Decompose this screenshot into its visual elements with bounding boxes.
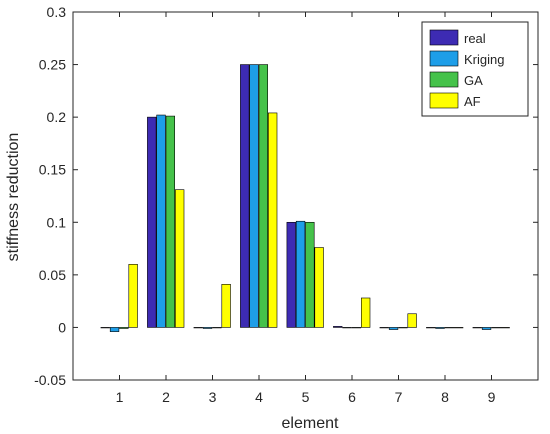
y-tick-label: 0 — [58, 319, 66, 335]
x-tick-label: 9 — [488, 389, 496, 405]
bar-kriging-7 — [388, 327, 399, 330]
bar-ga-9 — [491, 327, 501, 329]
y-tick-label: 0.05 — [39, 267, 66, 283]
bar-real-8 — [426, 327, 436, 329]
legend-label-real: real — [464, 31, 486, 46]
bar-af-1 — [128, 264, 138, 328]
x-tick-label: 7 — [395, 389, 403, 405]
bar-real-1 — [100, 327, 110, 329]
bar-af-9 — [500, 327, 510, 329]
bar-kriging-5 — [295, 220, 306, 328]
legend-swatch-kriging — [429, 50, 459, 67]
bar-ga-5 — [305, 221, 315, 328]
x-tick-label: 6 — [348, 389, 356, 405]
y-tick-label: 0.1 — [47, 214, 67, 230]
bar-real-5 — [286, 221, 296, 328]
x-tick-label: 1 — [116, 389, 124, 405]
bar-real-2 — [147, 116, 157, 328]
bar-kriging-3 — [202, 327, 213, 329]
legend-swatch-ga — [429, 71, 459, 88]
bar-kriging-6 — [342, 327, 352, 329]
legend-label-kriging: Kriging — [464, 52, 504, 67]
bar-real-7 — [379, 327, 389, 329]
bar-ga-2 — [165, 115, 175, 328]
bar-ga-1 — [119, 327, 129, 329]
y-axis-label: stiffness reduction — [5, 133, 22, 262]
bar-af-8 — [453, 327, 464, 329]
x-tick-label: 4 — [255, 389, 263, 405]
bar-af-5 — [314, 247, 324, 328]
bar-af-2 — [175, 189, 185, 328]
bar-af-3 — [221, 284, 231, 328]
bar-af-4 — [267, 112, 278, 328]
x-axis-label: element — [282, 415, 339, 432]
y-tick-label: -0.05 — [34, 372, 66, 388]
y-tick-label: 0.15 — [39, 162, 66, 178]
bar-real-6 — [333, 326, 343, 328]
bar-kriging-1 — [109, 327, 120, 332]
bar-ga-7 — [398, 327, 408, 329]
x-tick-label: 3 — [209, 389, 217, 405]
bar-ga-3 — [212, 327, 222, 329]
bar-ga-8 — [444, 327, 454, 329]
bar-real-9 — [472, 327, 482, 329]
bar-real-4 — [240, 64, 250, 328]
legend-label-ga: GA — [464, 73, 483, 88]
legend-swatch-af — [429, 92, 459, 109]
legend: real Kriging GA AF — [421, 21, 529, 117]
legend-label-af: AF — [464, 94, 481, 109]
bar-kriging-2 — [156, 114, 166, 328]
bar-kriging-9 — [481, 327, 492, 330]
bar-real-3 — [193, 327, 203, 329]
y-tick-label: 0.3 — [47, 4, 67, 20]
x-tick-label: 2 — [162, 389, 170, 405]
bar-af-6 — [360, 297, 371, 328]
bars — [100, 64, 510, 332]
bar-af-7 — [407, 313, 417, 328]
axes: -0.05 0 0.05 0.1 0.15 0.2 0.25 0.3 1 2 3 4 5 6 7 8 9 — [34, 4, 539, 405]
y-tick-label: 0.2 — [47, 109, 67, 125]
bar-kriging-8 — [435, 327, 445, 329]
bar-ga-4 — [258, 64, 268, 328]
x-tick-label: 8 — [441, 389, 449, 405]
x-tick-label: 5 — [302, 389, 310, 405]
y-tick-label: 0.25 — [39, 57, 66, 73]
bar-kriging-4 — [249, 64, 259, 328]
legend-swatch-real — [429, 29, 459, 46]
bar-ga-6 — [351, 327, 361, 329]
